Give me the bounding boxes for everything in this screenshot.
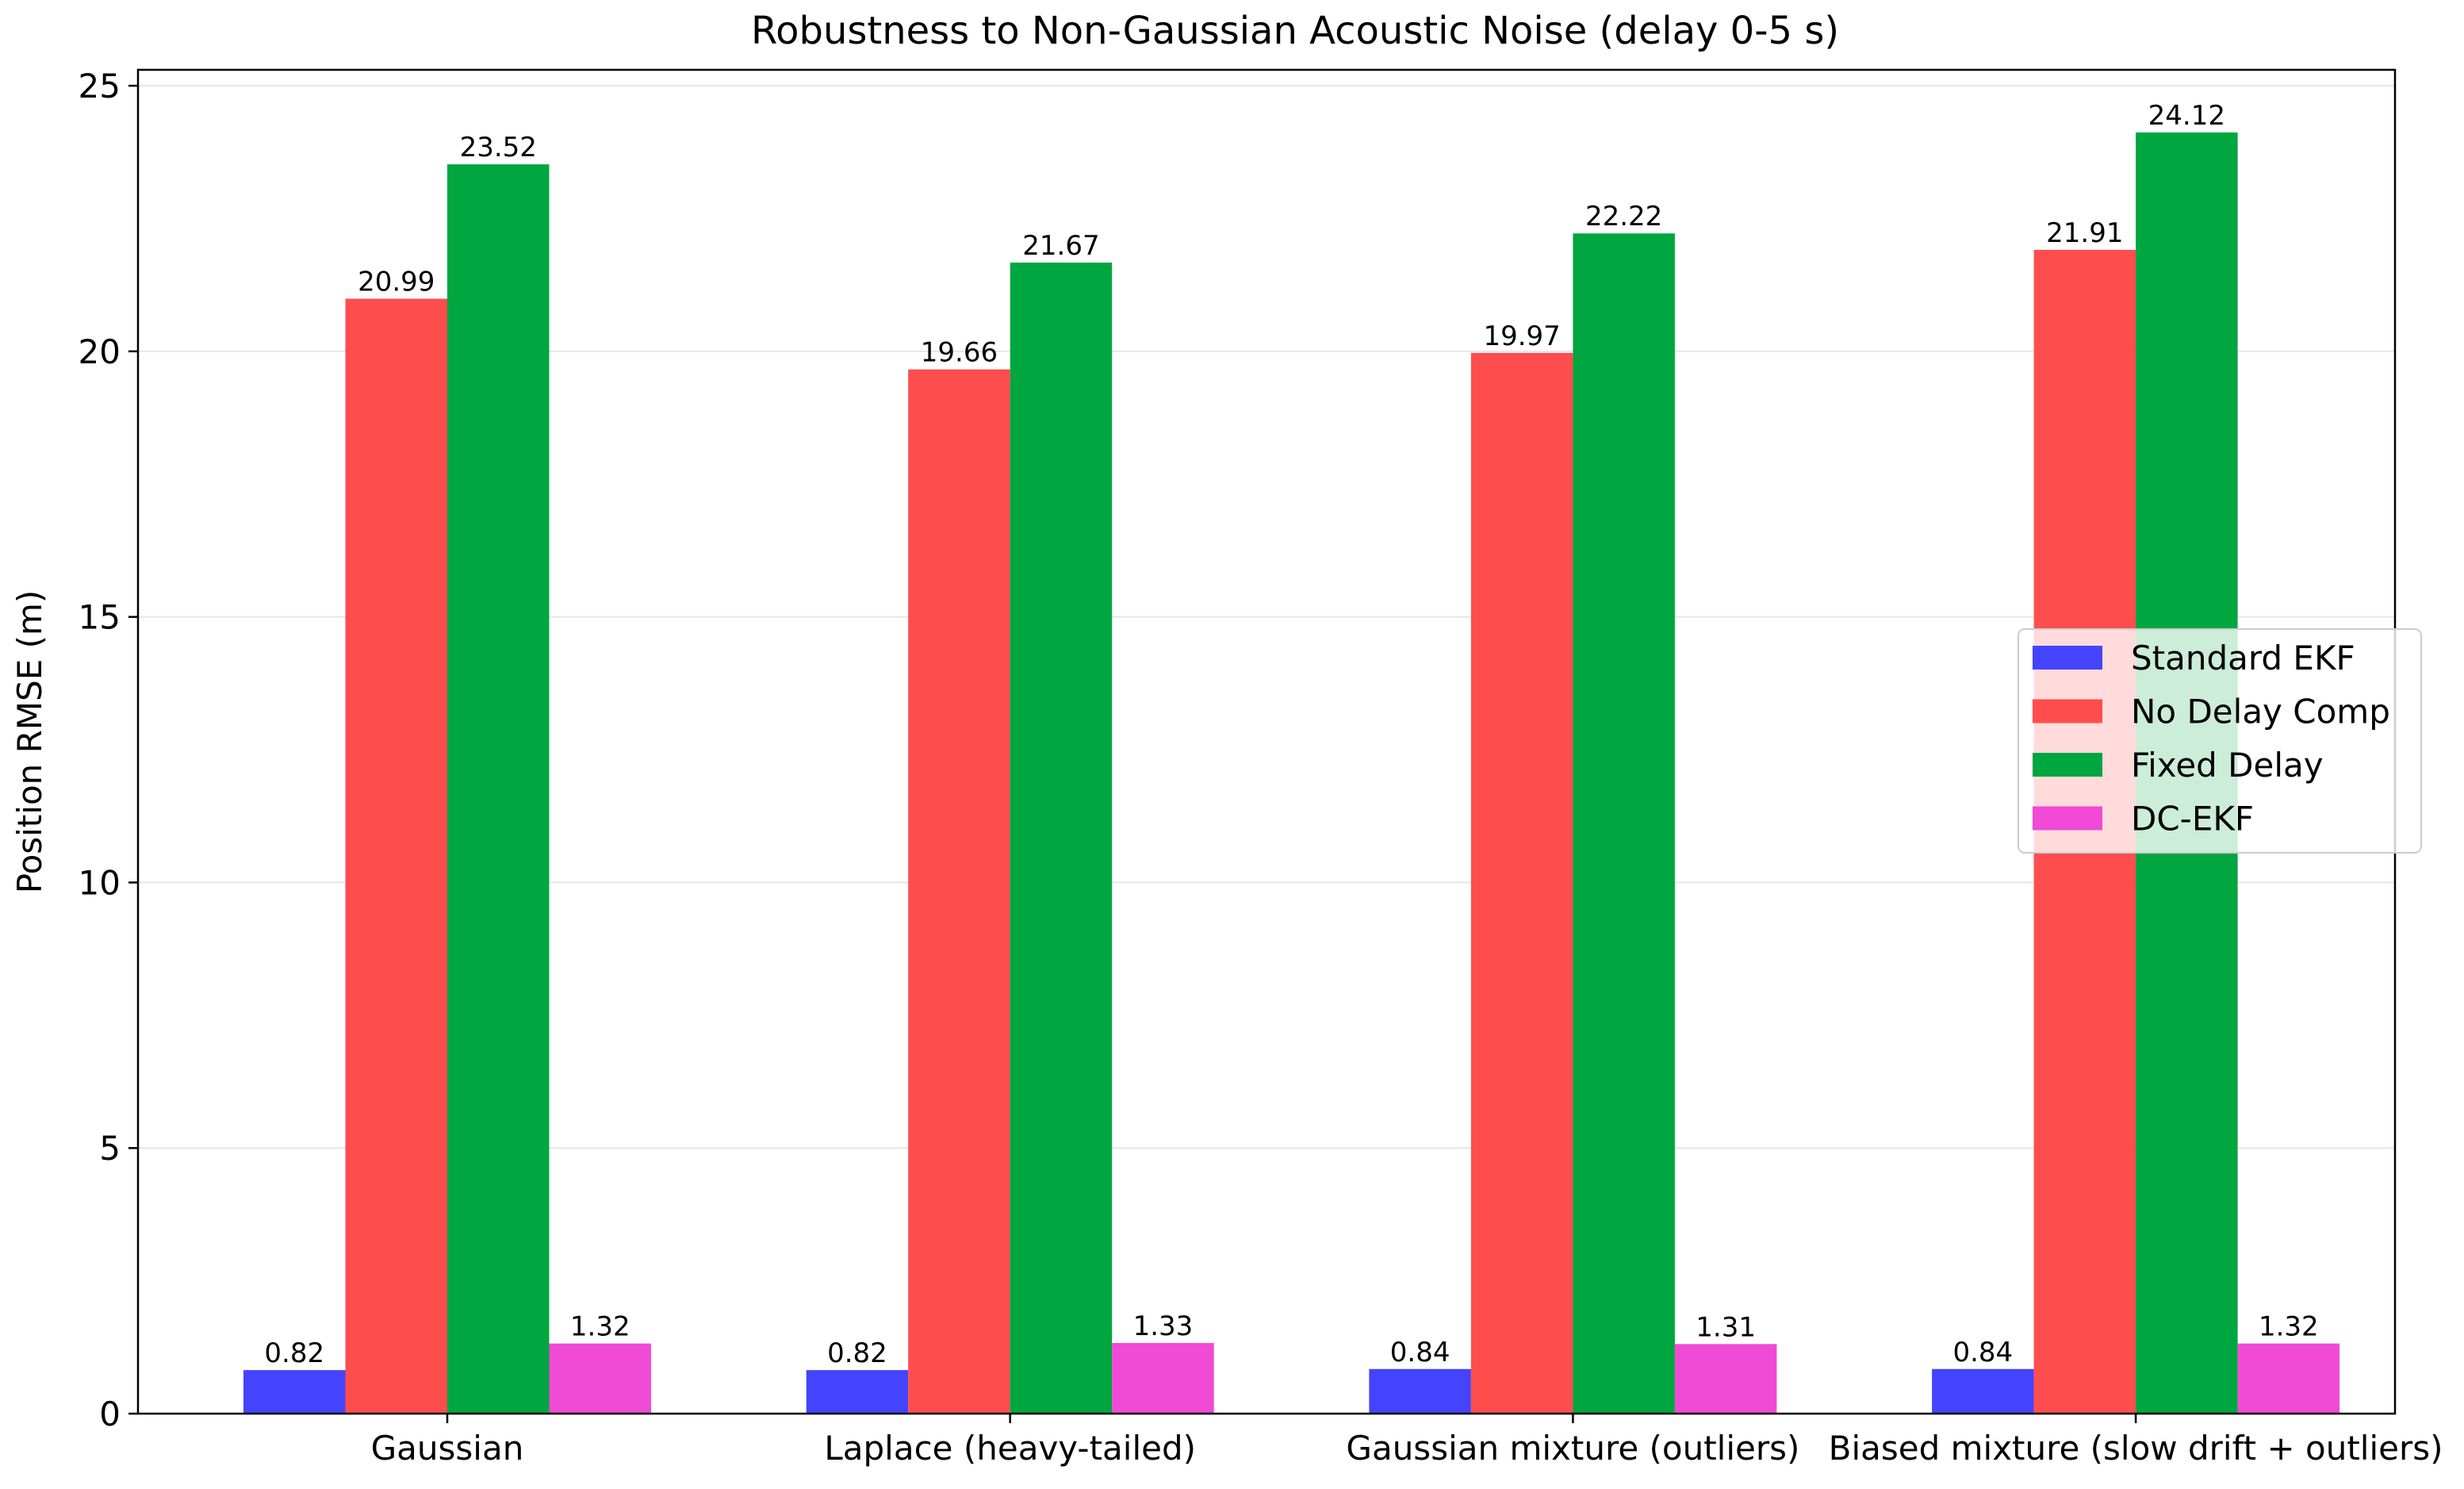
y-axis-label: Position RMSE (m) xyxy=(10,590,49,894)
legend-box xyxy=(2018,628,2422,854)
y-axis: 0 5 10 15 20 25 xyxy=(79,67,138,1433)
bar-value-label: 21.91 xyxy=(2046,217,2123,249)
legend-entry: Fixed Delay xyxy=(2131,746,2324,785)
legend-swatch xyxy=(2033,646,2102,670)
bar-dc-ekf xyxy=(549,1343,651,1414)
bar-value-label: 19.66 xyxy=(921,337,998,369)
y-tick-label: 25 xyxy=(79,67,121,106)
x-tick-label: Laplace (heavy-tailed) xyxy=(824,1429,1196,1468)
legend: Standard EKF No Delay Comp Fixed Delay DC-E… xyxy=(2018,628,2422,854)
bar-value-label: 21.67 xyxy=(1022,230,1099,262)
bar-value-label: 0.82 xyxy=(264,1337,324,1369)
y-tick-label: 15 xyxy=(79,598,121,637)
bar-value-label: 0.82 xyxy=(827,1337,887,1369)
bar-standard-ekf xyxy=(1369,1368,1471,1414)
bar-standard-ekf xyxy=(1932,1368,2034,1414)
bar-dc-ekf xyxy=(2237,1343,2340,1414)
legend-entry: DC-EKF xyxy=(2131,800,2254,839)
legend-swatch xyxy=(2033,699,2102,723)
x-tick-label: Biased mixture (slow drift + outliers) xyxy=(1829,1429,2443,1468)
bar-standard-ekf xyxy=(243,1370,346,1414)
legend-swatch xyxy=(2033,753,2102,777)
bar-value-label: 22.22 xyxy=(1585,201,1662,232)
bar-fixed-delay xyxy=(447,164,550,1414)
chart-title: Robustness to Non-Gaussian Acoustic Nois… xyxy=(751,9,1839,53)
bar-value-label: 0.84 xyxy=(1390,1337,1450,1368)
bar-value-label: 23.52 xyxy=(460,132,537,163)
bar-fixed-delay xyxy=(1573,233,1675,1414)
bar-value-label: 20.99 xyxy=(358,267,435,298)
bar-value-label: 19.97 xyxy=(1483,320,1560,352)
legend-swatch xyxy=(2033,806,2102,831)
bar-fixed-delay xyxy=(1010,263,1113,1414)
bar-value-label: 1.32 xyxy=(570,1311,630,1343)
y-tick-label: 20 xyxy=(79,332,121,371)
bar-value-label: 0.84 xyxy=(1952,1337,2013,1368)
bar-no-delay-comp xyxy=(908,369,1010,1414)
x-tick-label: Gaussian mixture (outliers) xyxy=(1346,1429,1799,1468)
legend-entry: No Delay Comp xyxy=(2131,693,2390,731)
bar-no-delay-comp xyxy=(345,298,447,1414)
bar-value-label: 1.31 xyxy=(1696,1311,1756,1343)
bar-no-delay-comp xyxy=(1470,352,1573,1414)
y-tick-label: 10 xyxy=(79,863,121,902)
y-tick-label: 0 xyxy=(99,1395,121,1433)
legend-entry: Standard EKF xyxy=(2131,639,2355,677)
bar-dc-ekf xyxy=(1674,1344,1777,1414)
x-tick-label: Gaussian xyxy=(371,1429,524,1468)
bar-dc-ekf xyxy=(1112,1342,1214,1414)
x-axis: Gaussian Laplace (heavy-tailed) Gaussian m… xyxy=(371,1414,2443,1468)
y-tick-label: 5 xyxy=(99,1129,121,1168)
data-labels: 0.82 20.99 23.52 1.32 0.82 19.66 21.67 1.33 0.84… xyxy=(264,100,2318,1369)
bar-standard-ekf xyxy=(806,1370,909,1414)
bar-value-label: 1.32 xyxy=(2259,1311,2319,1343)
bar-value-label: 24.12 xyxy=(2148,100,2225,132)
bar-value-label: 1.33 xyxy=(1133,1311,1194,1342)
